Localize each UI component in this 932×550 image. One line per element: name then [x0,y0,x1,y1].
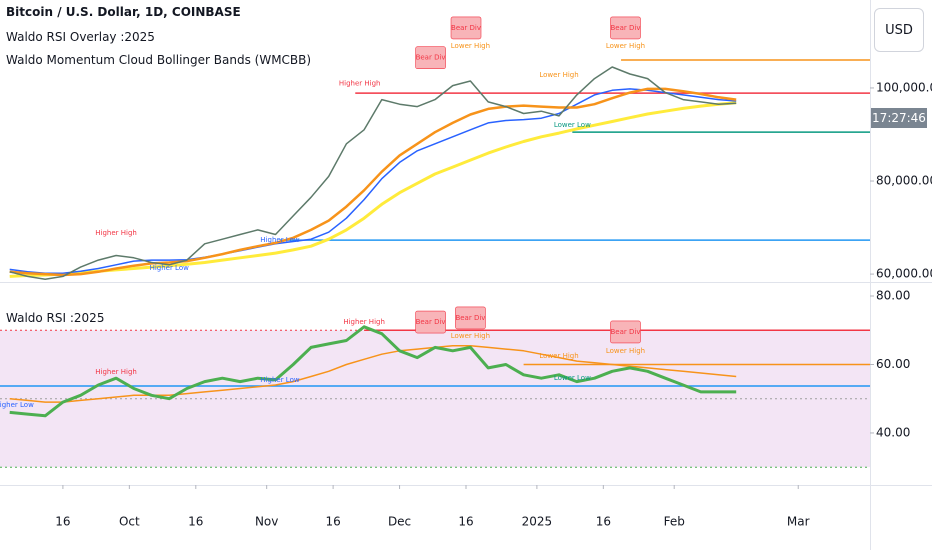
series-line [9,88,737,274]
annotation-label: Lower High [606,347,645,355]
annotation-box [610,320,641,344]
annotation-label: Higher Low [150,264,190,272]
annotation-label: Higher High [343,318,385,326]
currency-button[interactable]: USD [874,8,924,52]
annotation-label: Bear Div [416,54,446,62]
x-tick-label: Oct [119,515,140,529]
symbol-title: Bitcoin / U.S. Dollar, 1D, COINBASE [6,5,241,19]
annotation-label: Bear Div [455,314,485,322]
annotation-label: Lower High [539,352,578,360]
x-tick-label: Dec [388,515,411,529]
x-tick-label: 16 [55,515,70,529]
annotation-label: Bear Div [451,24,481,32]
series-line [9,66,737,280]
annotation-box [415,46,446,70]
x-tick-label: 16 [458,515,473,529]
annotation-label: Higher High [95,368,137,376]
y-tick-label: 80.00 [876,289,910,303]
series-line [9,325,737,418]
countdown-label: 17:27:46 [871,108,927,128]
indicator-label: Waldo Momentum Cloud Bollinger Bands (WM… [6,53,312,67]
rsi-title: Waldo RSI :2025 [6,311,105,325]
annotation-label: Lower High [606,42,645,50]
annotation-label: Bear Div [610,328,640,336]
x-tick-label: 16 [188,515,203,529]
x-tick-label: Nov [255,515,278,529]
x-tick-label: Feb [664,515,685,529]
annotation-label: Higher Low [260,236,300,244]
y-tick-label: 60.00 [876,357,910,371]
annotation-label: Lower Low [554,374,591,382]
annotation-label: Lower High [451,332,490,340]
y-tick-label: 40.00 [876,425,910,439]
annotation-label: Higher High [95,229,137,237]
x-tick-label: 16 [325,515,340,529]
annotation-box [455,306,486,330]
x-tick-label: 16 [596,515,611,529]
annotation-box [610,16,641,40]
annotation-label: Higher High [339,79,381,87]
annotation-box [415,310,446,334]
series-line [9,344,737,403]
series-line [9,87,737,277]
y-tick-label: 80,000.00 [876,174,932,188]
annotation-label: Lower High [451,42,490,50]
annotation-box [450,16,482,40]
annotation-label: Bear Div [416,318,446,326]
annotation-label: Bear Div [610,24,640,32]
annotation-label: Lower High [539,71,578,79]
annotation-label: Higher Low [0,401,34,409]
x-tick-label: Mar [787,515,810,529]
plot-layer: Higher High Bear Div Bear Div Lower High Low… [0,16,870,468]
series-line [9,101,737,278]
indicator-label: Waldo RSI Overlay :2025 [6,30,155,44]
x-tick-label: 2025 [522,515,553,529]
annotation-label: Lower Low [554,121,591,129]
y-tick-label: 60,000.00 [876,267,932,281]
y-tick-label: 100,000.00 [876,80,932,94]
annotation-label: Higher Low [260,376,300,384]
